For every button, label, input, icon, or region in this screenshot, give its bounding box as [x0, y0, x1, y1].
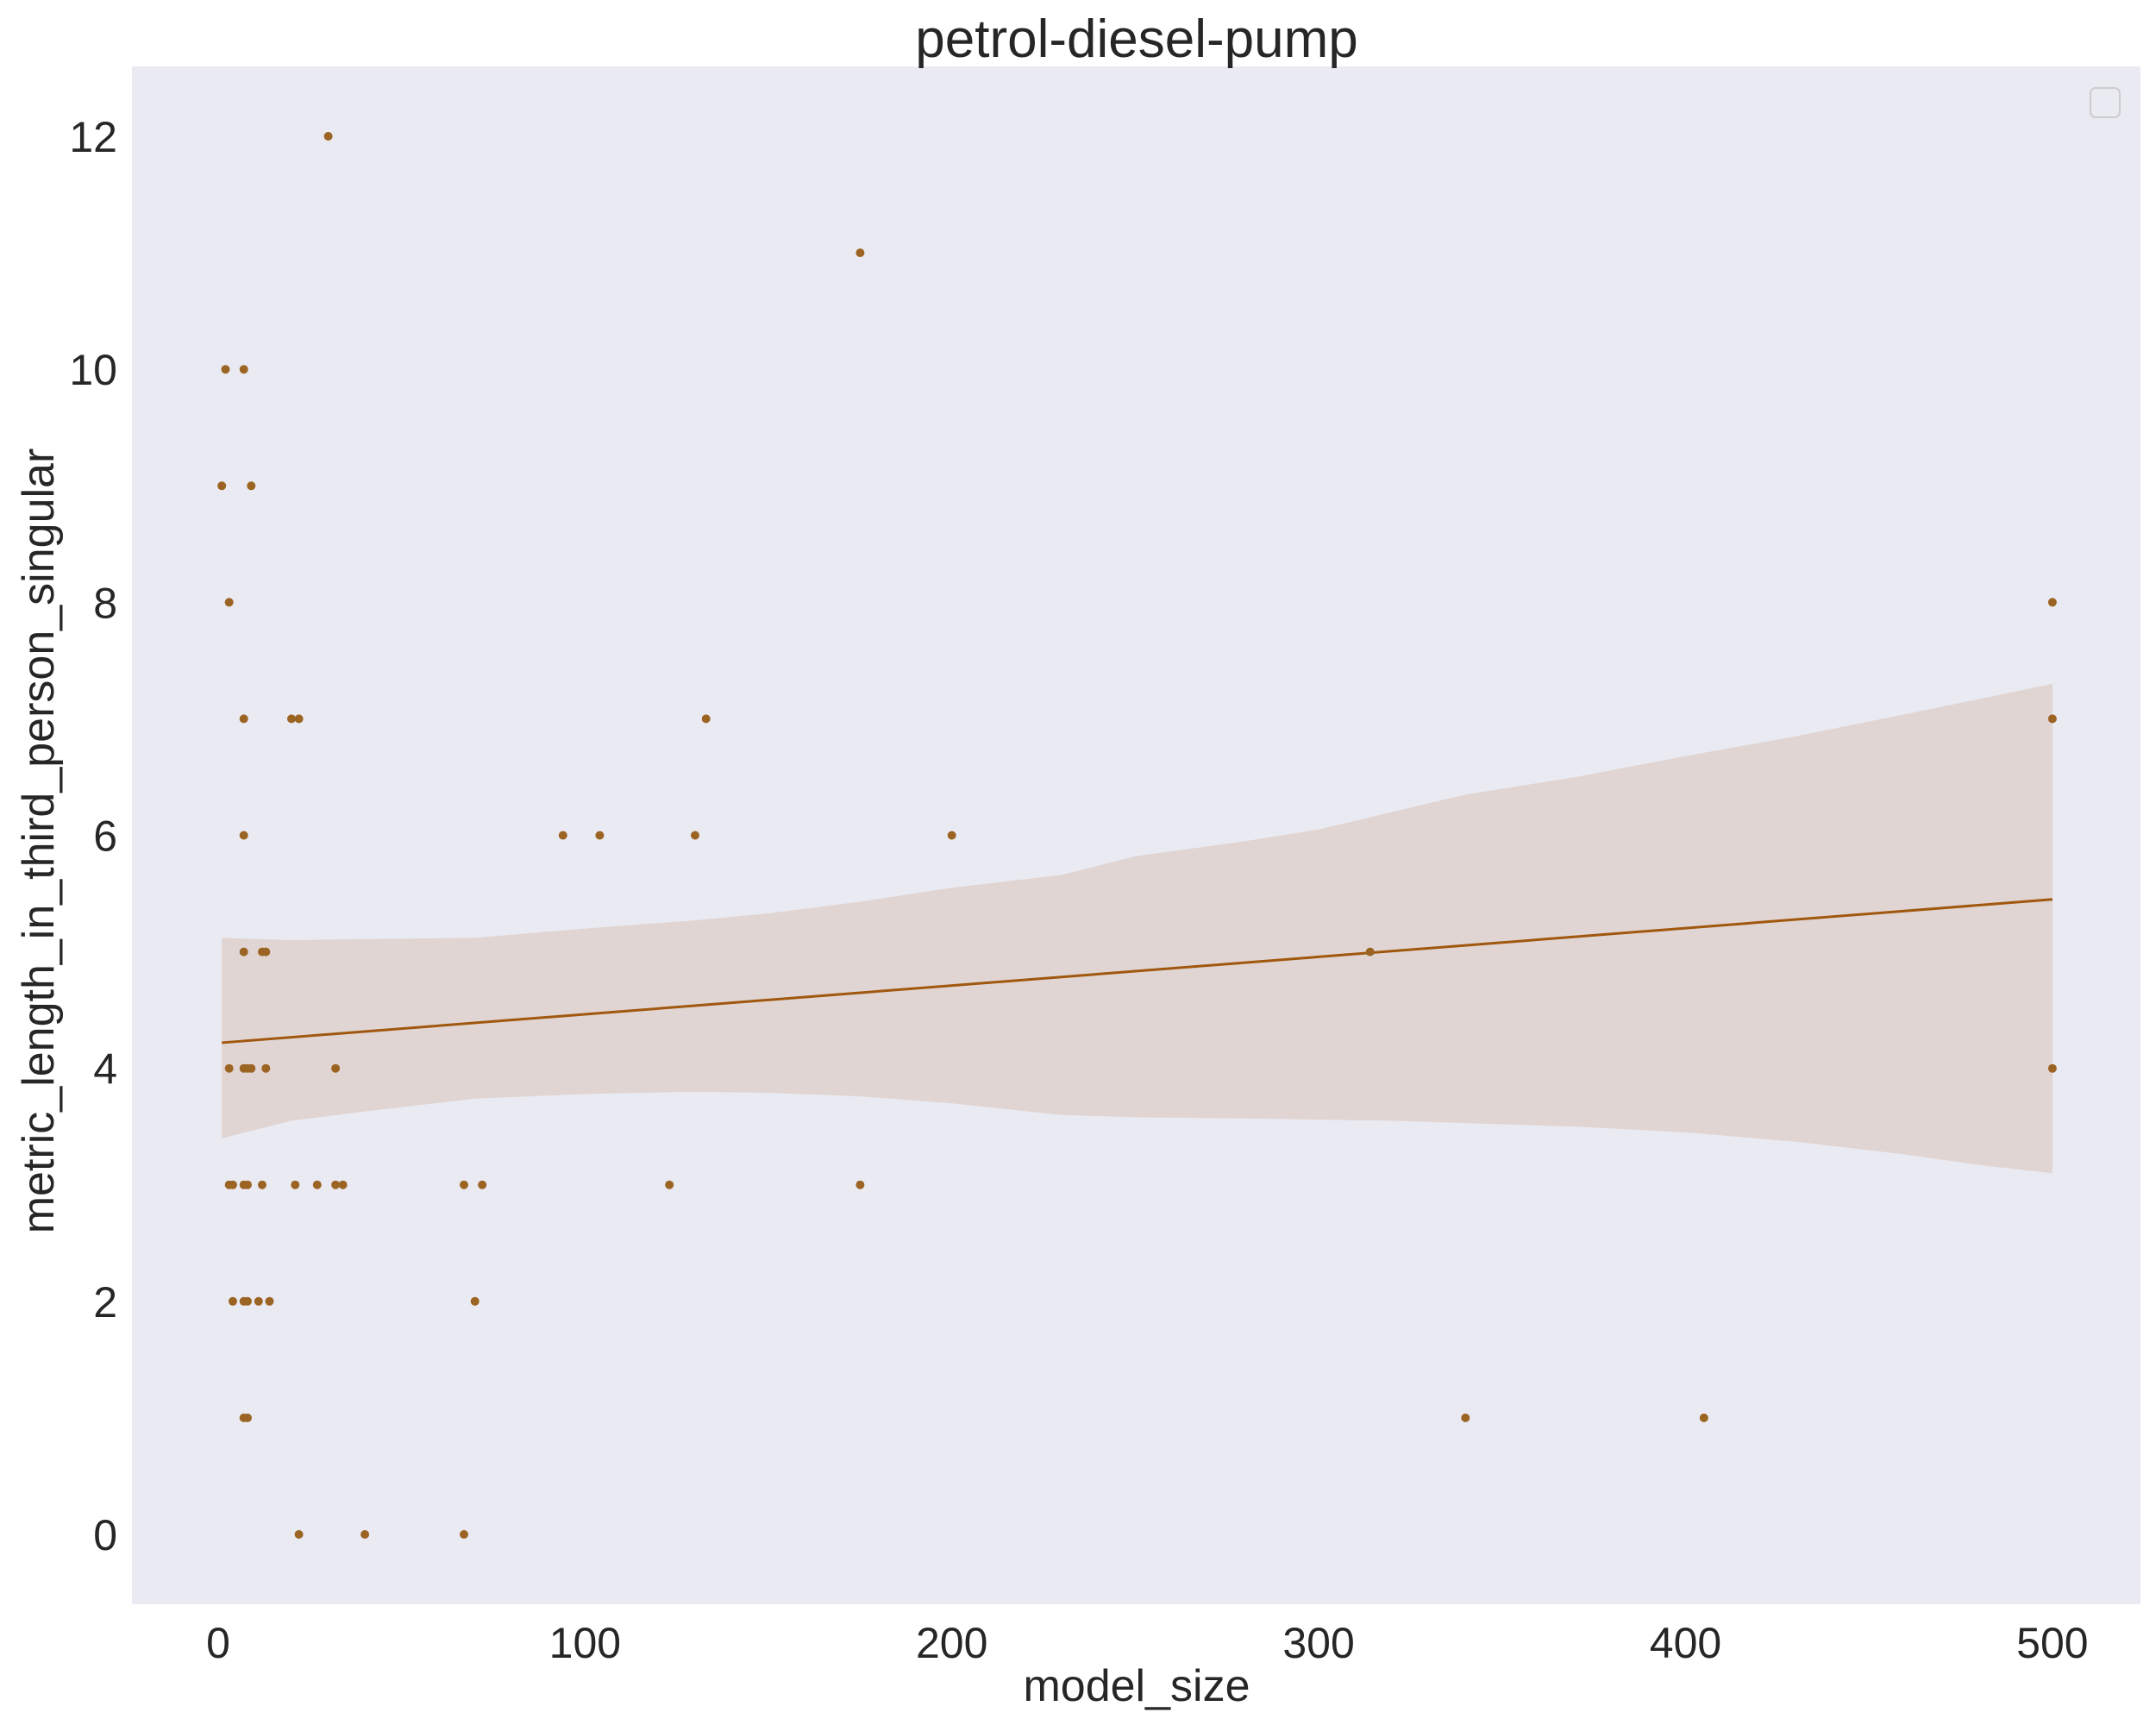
- data-point: [247, 1063, 256, 1073]
- data-point: [224, 598, 234, 607]
- x-tick-label: 500: [2016, 1619, 2088, 1667]
- y-tick-label: 8: [93, 579, 117, 627]
- data-point: [2047, 714, 2057, 724]
- confidence-band: [222, 683, 2053, 1174]
- data-point: [701, 714, 711, 724]
- x-tick-labels: 0 100 200 300 400 500: [206, 1619, 2089, 1667]
- data-point: [856, 248, 865, 258]
- data-point: [239, 365, 248, 374]
- data-point: [294, 1530, 304, 1539]
- data-point: [243, 1180, 252, 1189]
- data-point: [947, 831, 956, 840]
- data-point: [2047, 1063, 2057, 1073]
- data-point: [1699, 1413, 1708, 1422]
- data-point: [229, 1296, 237, 1306]
- y-axis-label: metric_length_in_third_person_singular: [14, 448, 64, 1234]
- regression-line: [222, 898, 2053, 1044]
- data-point: [221, 365, 230, 374]
- data-point: [239, 714, 248, 724]
- data-points-layer: [217, 132, 2057, 1539]
- data-point: [691, 831, 699, 840]
- x-tick-label: 0: [206, 1619, 230, 1667]
- y-tick-label: 0: [93, 1511, 117, 1559]
- data-point: [558, 831, 567, 840]
- regression-line-layer: [222, 898, 2053, 1044]
- data-point: [856, 1180, 865, 1189]
- x-tick-label: 400: [1650, 1619, 1721, 1667]
- data-point: [331, 1180, 341, 1189]
- data-point: [224, 1063, 234, 1073]
- data-point: [460, 1180, 468, 1189]
- data-point: [239, 831, 248, 840]
- y-tick-label: 6: [93, 812, 117, 861]
- data-point: [312, 1180, 322, 1189]
- data-point: [239, 947, 248, 957]
- data-point: [243, 1296, 252, 1306]
- data-point: [478, 1180, 487, 1189]
- data-point: [331, 1063, 341, 1073]
- y-tick-label: 4: [93, 1045, 117, 1094]
- confidence-band-layer: [222, 683, 2053, 1174]
- x-tick-label: 200: [916, 1619, 987, 1667]
- data-point: [595, 831, 605, 840]
- x-tick-label: 300: [1282, 1619, 1354, 1667]
- data-point: [229, 1180, 237, 1189]
- data-point: [2047, 598, 2057, 607]
- y-tick-label: 12: [69, 113, 117, 161]
- data-point: [291, 1180, 300, 1189]
- data-point: [287, 714, 296, 724]
- data-point: [261, 947, 271, 957]
- data-point: [258, 1180, 266, 1189]
- data-point: [470, 1296, 479, 1306]
- x-tick-label: 100: [549, 1619, 621, 1667]
- y-tick-labels: 0 2 4 6 8 10 12: [69, 113, 117, 1559]
- data-point: [294, 714, 304, 724]
- legend-box[interactable]: [2090, 87, 2121, 118]
- y-tick-label: 2: [93, 1278, 117, 1327]
- data-point: [1461, 1413, 1470, 1422]
- data-point: [360, 1530, 370, 1539]
- data-point: [265, 1296, 274, 1306]
- data-point: [243, 1413, 252, 1422]
- data-point: [460, 1530, 468, 1539]
- data-point: [665, 1180, 674, 1189]
- data-point: [254, 1296, 263, 1306]
- data-point: [217, 481, 227, 491]
- x-axis-label: model_size: [1023, 1661, 1250, 1711]
- data-point: [1365, 947, 1375, 957]
- data-point: [247, 481, 256, 491]
- data-point: [338, 1180, 348, 1189]
- chart-title: petrol-diesel-pump: [915, 9, 1357, 69]
- y-tick-label: 10: [69, 346, 117, 394]
- data-point: [323, 132, 333, 141]
- data-point: [261, 1063, 271, 1073]
